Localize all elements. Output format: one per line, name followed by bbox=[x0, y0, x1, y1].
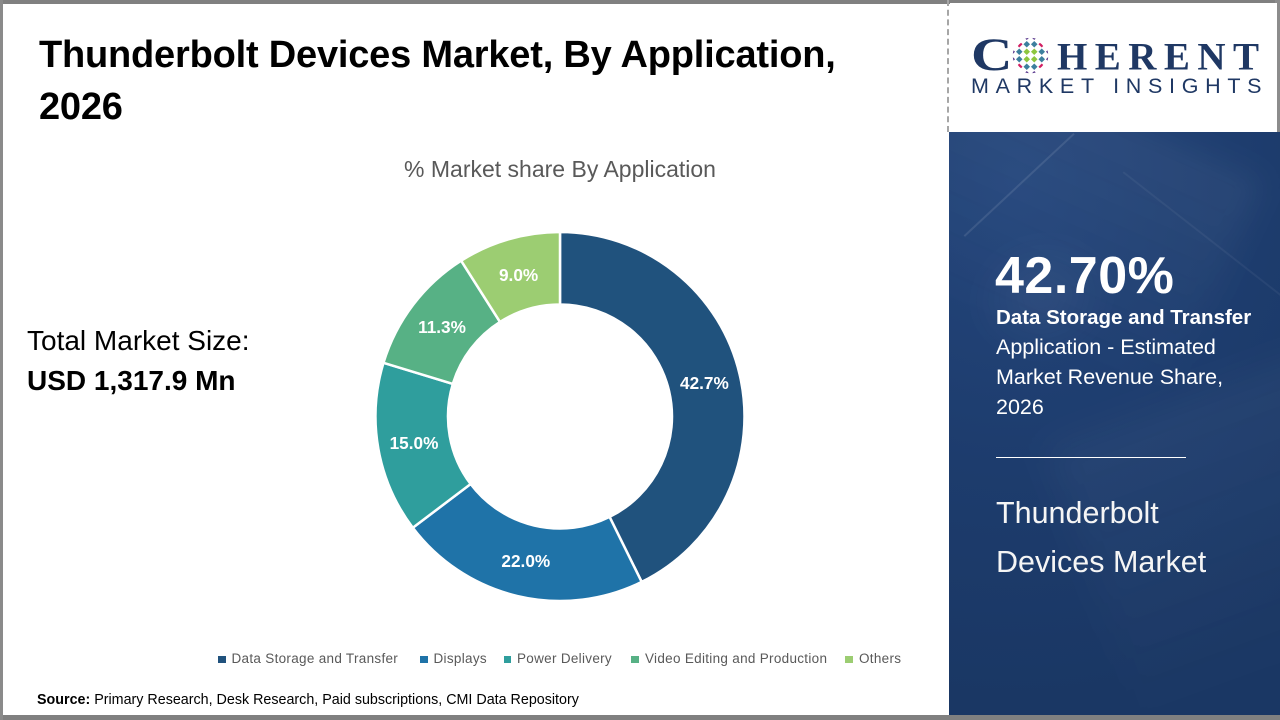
svg-text:22.0%: 22.0% bbox=[501, 551, 550, 571]
svg-text:42.7%: 42.7% bbox=[680, 373, 729, 393]
svg-text:15.0%: 15.0% bbox=[390, 433, 439, 453]
svg-text:MARKET INSIGHTS: MARKET INSIGHTS bbox=[971, 74, 1268, 98]
svg-text:11.3%: 11.3% bbox=[418, 317, 466, 337]
svg-text:HERENT: HERENT bbox=[1057, 36, 1265, 79]
svg-text:C: C bbox=[971, 29, 1012, 81]
svg-text:9.0%: 9.0% bbox=[499, 265, 538, 285]
